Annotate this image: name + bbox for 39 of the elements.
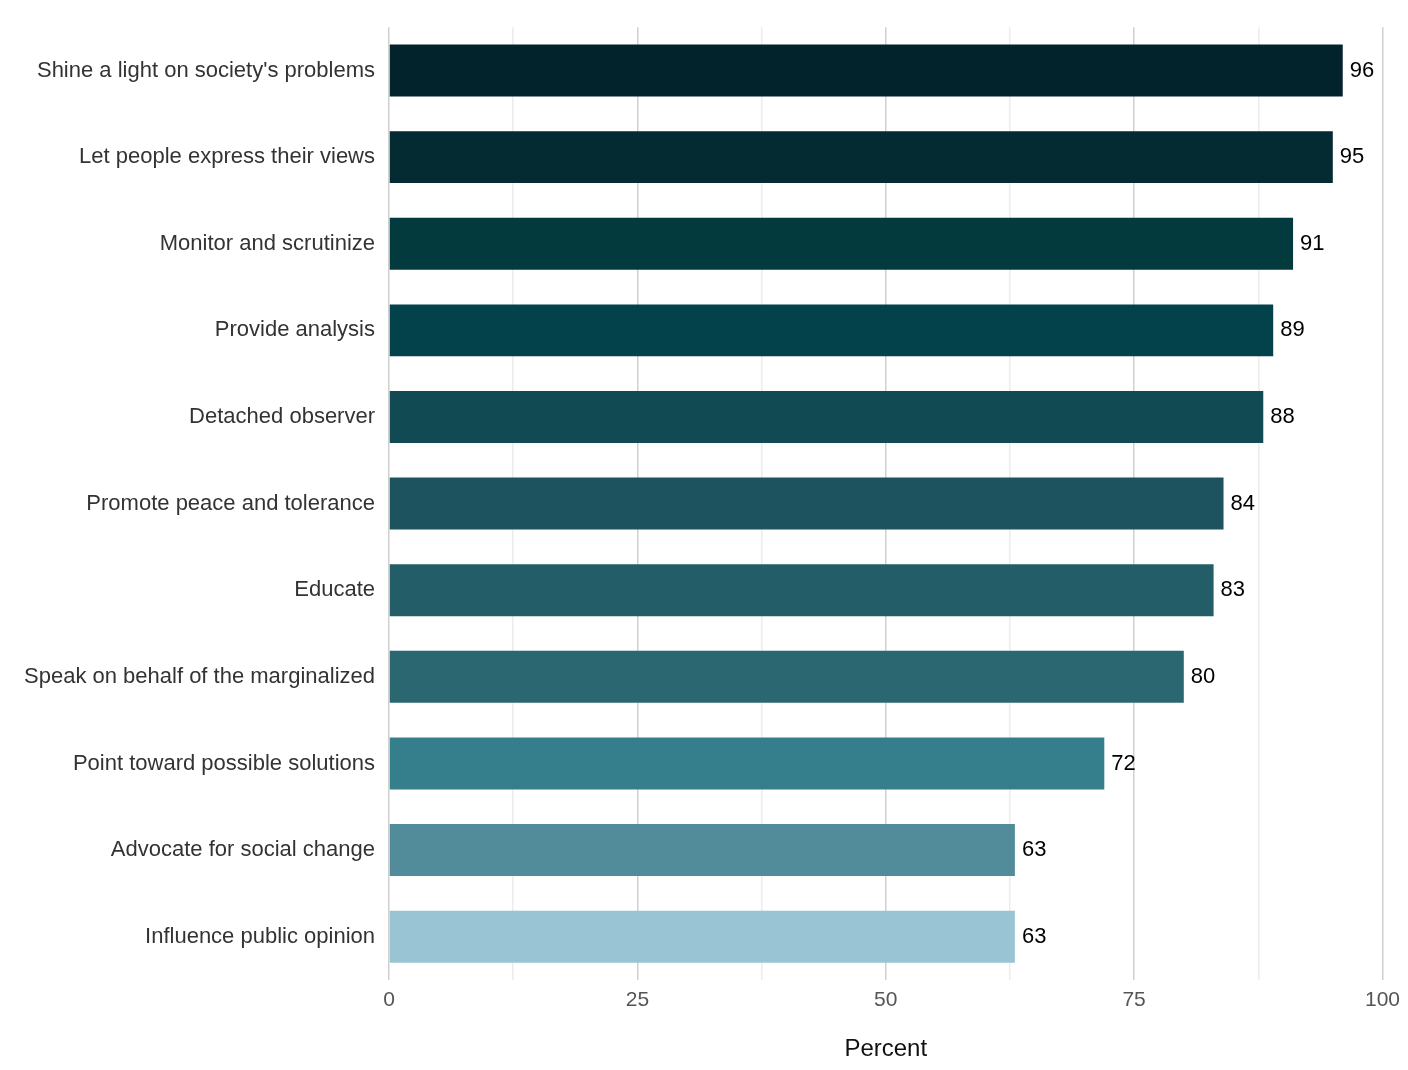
data-label: 80 (1190, 662, 1216, 688)
y-tick-label: Shine a light on society's problems (36, 56, 376, 82)
y-tick-label: Promote peace and tolerance (86, 489, 376, 515)
y-tick-label: Educate (294, 576, 376, 602)
data-label: 84 (1230, 489, 1256, 515)
y-tick-label: Point toward possible solutions (72, 749, 376, 775)
bar (389, 304, 1274, 357)
data-label: 88 (1270, 403, 1295, 429)
bar (389, 650, 1184, 703)
y-tick-label: Let people express their views (79, 143, 376, 169)
y-tick-label: Detached observer (189, 403, 376, 429)
bar (389, 391, 1264, 443)
x-tick-label: 75 (1122, 987, 1146, 1011)
x-tick-label: 25 (625, 987, 650, 1011)
bar (389, 564, 1214, 617)
x-axis-title: Percent (844, 1034, 928, 1062)
bar (389, 131, 1333, 184)
y-tick-label: Influence public opinion (145, 922, 376, 948)
data-label: 63 (1021, 836, 1047, 862)
bar (389, 477, 1224, 530)
data-label: 83 (1220, 576, 1246, 602)
y-tick-label: Speak on behalf of the marginalized (24, 662, 376, 688)
bar (389, 217, 1294, 270)
data-label: 63 (1021, 922, 1047, 948)
data-label: 72 (1111, 749, 1136, 775)
data-label: 95 (1339, 143, 1365, 169)
data-label: 89 (1280, 316, 1305, 342)
bar (389, 910, 1015, 963)
bar (389, 44, 1343, 97)
data-label: 96 (1349, 56, 1375, 82)
y-tick-label: Provide analysis (214, 316, 376, 342)
y-tick-label: Advocate for social change (110, 836, 376, 862)
bar (389, 737, 1105, 790)
bar (389, 824, 1015, 877)
data-label: 91 (1300, 229, 1325, 255)
x-tick-label: 0 (383, 987, 395, 1011)
y-tick-label: Monitor and scrutinize (159, 229, 376, 255)
x-tick-label: 100 (1364, 987, 1400, 1011)
x-tick-label: 50 (874, 987, 898, 1011)
